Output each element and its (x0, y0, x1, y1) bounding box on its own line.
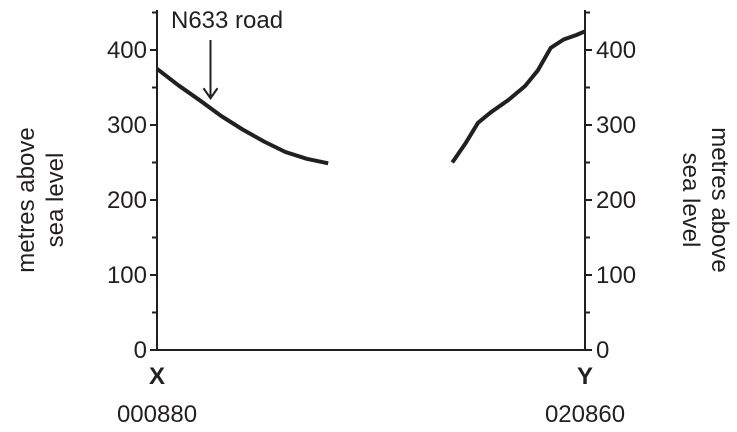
x-end-grid-reference: 020860 (545, 401, 625, 428)
y-axis-title-right-line1: metres above (706, 127, 733, 272)
x-start-grid-reference: 000880 (117, 401, 197, 428)
x-end-label: Y (577, 363, 593, 390)
axis-ticks: 0 0 100 100 200 200 300 300 400 400 (107, 11, 636, 364)
y-tick-label-right: 200 (596, 187, 636, 214)
profile-lines (155, 29, 586, 166)
y-tick-label-left: 0 (134, 337, 147, 364)
y-tick-label-right: 300 (596, 112, 636, 139)
road-annotation-label: N633 road (171, 7, 283, 34)
y-tick-label-left: 200 (107, 187, 147, 214)
y-tick-label-right: 100 (596, 262, 636, 289)
y-axis-title-right-line2: sea level (677, 153, 704, 248)
axes (156, 10, 586, 351)
y-axis-title-left-line2: sea level (42, 153, 69, 248)
y-axis-title-left-line1: metres above (13, 127, 40, 272)
y-tick-label-left: 100 (107, 262, 147, 289)
y-tick-label-left: 300 (107, 112, 147, 139)
y-tick-label-right: 0 (596, 337, 609, 364)
x-start-label: X (149, 363, 165, 390)
elevation-profile-line-2 (450, 29, 586, 164)
road-annotation-arrow-head (202, 87, 219, 100)
elevation-profile-line-1 (155, 67, 329, 166)
road-annotation-arrow (202, 40, 219, 100)
y-tick-label-left: 400 (107, 37, 147, 64)
y-tick-label-right: 400 (596, 37, 636, 64)
